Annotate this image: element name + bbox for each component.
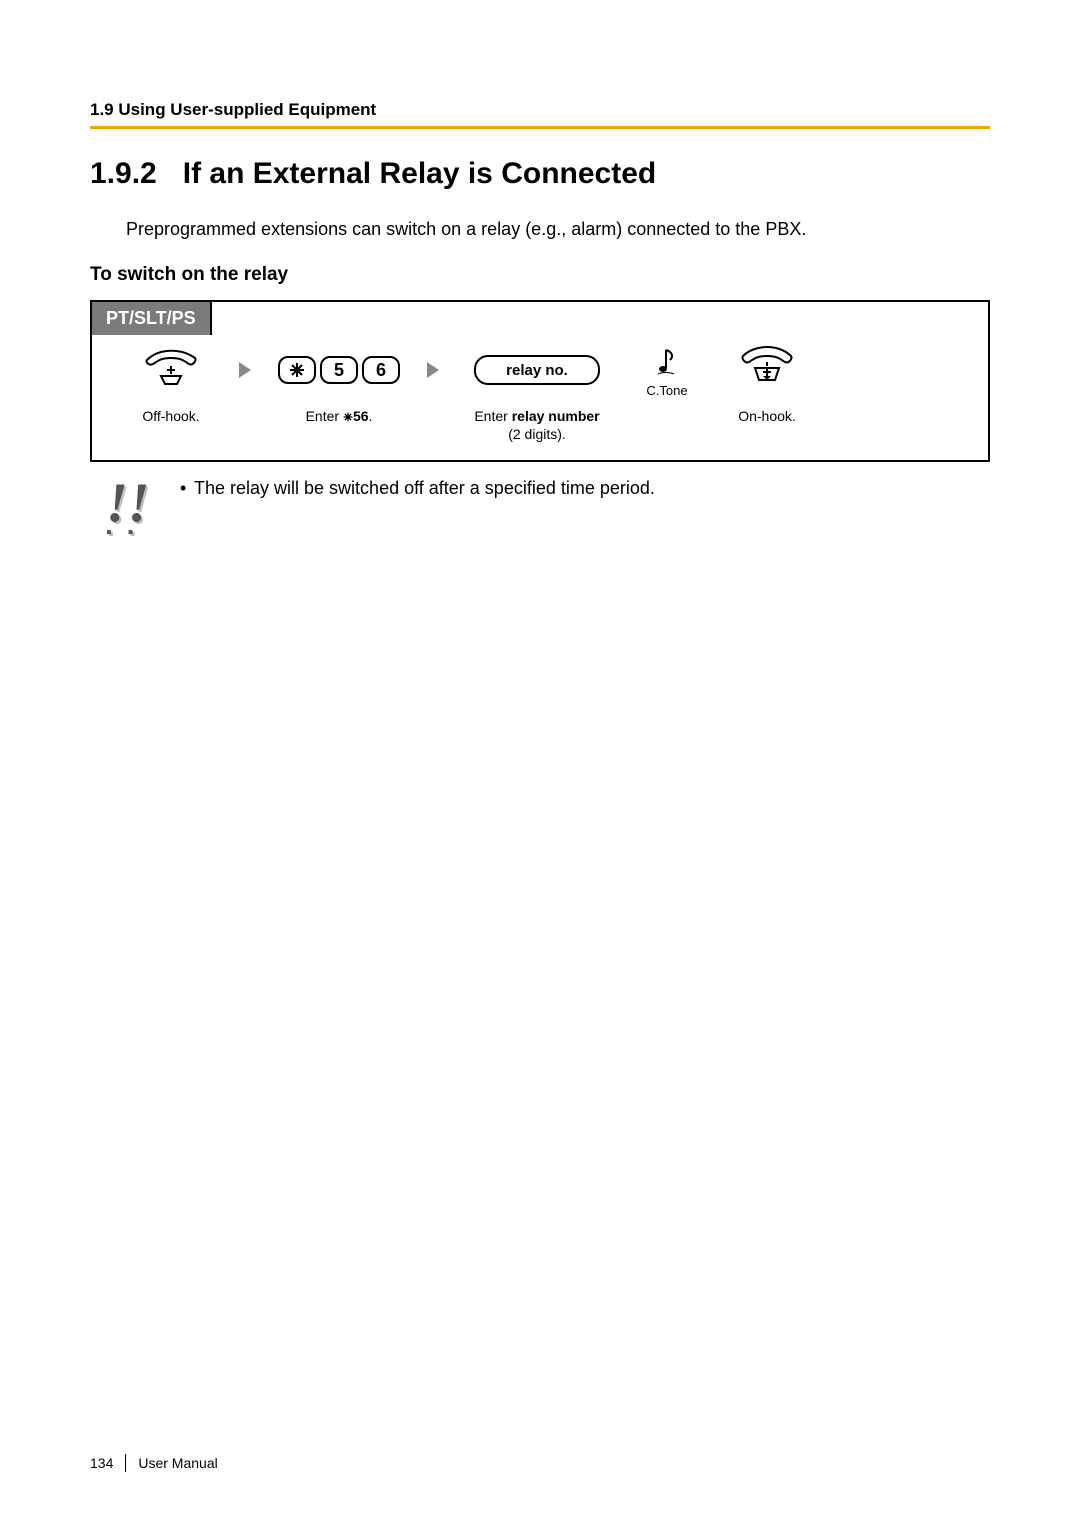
key-6: 6	[362, 356, 400, 384]
sub-heading: To switch on the relay	[90, 264, 990, 286]
step-dial-caption: Enter 56.	[306, 408, 373, 442]
music-note-icon	[654, 346, 680, 381]
section-heading: If an External Relay is Connected	[183, 157, 656, 190]
step-offhook-caption: Off-hook.	[142, 408, 199, 442]
handset-offhook-icon	[141, 346, 201, 395]
step-offhook: Off-hook.	[116, 346, 226, 442]
step-relay: relay no. Enter relay number(2 digits).	[452, 346, 622, 443]
arrow-1	[236, 346, 254, 442]
header-rule	[90, 126, 990, 129]
step-ctone: C.Tone	[632, 346, 702, 446]
footer: 134 User Manual	[90, 1454, 218, 1472]
ctone-label: C.Tone	[646, 383, 687, 398]
arrow-2	[424, 346, 442, 442]
procedure-box: PT/SLT/PS Off-hook.	[90, 300, 990, 462]
attention-icon: !!▪ ▪	[90, 474, 160, 539]
step-onhook-caption: On-hook.	[738, 408, 796, 442]
step-dial: 5 6 Enter 56.	[264, 346, 414, 442]
breadcrumb: 1.9 Using User-supplied Equipment	[90, 100, 990, 120]
step-onhook: On-hook.	[712, 346, 822, 442]
steps-row: Off-hook. 5 6 Enter 56.	[92, 302, 988, 460]
footer-doc-title: User Manual	[138, 1455, 217, 1471]
key-star	[278, 356, 316, 384]
procedure-tab: PT/SLT/PS	[90, 300, 212, 335]
page: 1.9 Using User-supplied Equipment 1.9.2 I…	[0, 0, 1080, 1528]
intro-text: Preprogrammed extensions can switch on a…	[126, 219, 990, 240]
note-text: •The relay will be switched off after a …	[180, 474, 655, 499]
page-number: 134	[90, 1455, 113, 1471]
note-row: !!▪ ▪ •The relay will be switched off af…	[90, 474, 990, 539]
footer-separator	[125, 1454, 126, 1472]
section-number: 1.9.2	[90, 157, 157, 191]
handset-onhook-icon	[737, 346, 797, 395]
step-relay-caption: Enter relay number(2 digits).	[474, 408, 599, 443]
relay-no-field: relay no.	[474, 355, 600, 385]
section-title: 1.9.2 If an External Relay is Connected	[90, 157, 990, 191]
key-5: 5	[320, 356, 358, 384]
